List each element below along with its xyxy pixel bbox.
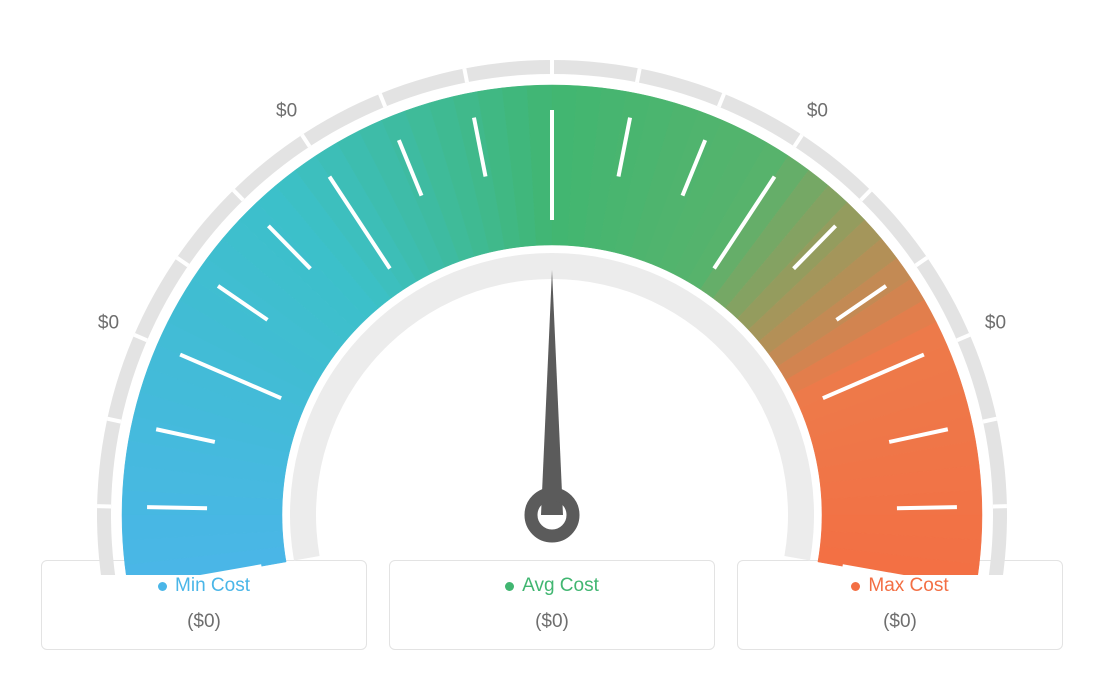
legend-label: Avg Cost: [522, 575, 599, 597]
legend-value: ($0): [390, 611, 714, 633]
svg-text:$0: $0: [985, 313, 1006, 334]
dot-icon: [158, 582, 167, 591]
legend-value: ($0): [42, 611, 366, 633]
legend-label: Max Cost: [868, 575, 948, 597]
legend-label: Min Cost: [175, 575, 250, 597]
legend-title-max: Max Cost: [851, 575, 948, 597]
gauge-chart: $0$0$0$0$0$0$0: [0, 0, 1104, 560]
svg-text:$0: $0: [807, 100, 828, 121]
legend-title-avg: Avg Cost: [505, 575, 599, 597]
gauge-svg: $0$0$0$0$0$0$0: [22, 45, 1082, 575]
dot-icon: [505, 582, 514, 591]
svg-text:$0: $0: [98, 313, 119, 334]
svg-text:$0: $0: [276, 100, 297, 121]
legend-value: ($0): [738, 611, 1062, 633]
dot-icon: [851, 582, 860, 591]
legend-title-min: Min Cost: [158, 575, 250, 597]
